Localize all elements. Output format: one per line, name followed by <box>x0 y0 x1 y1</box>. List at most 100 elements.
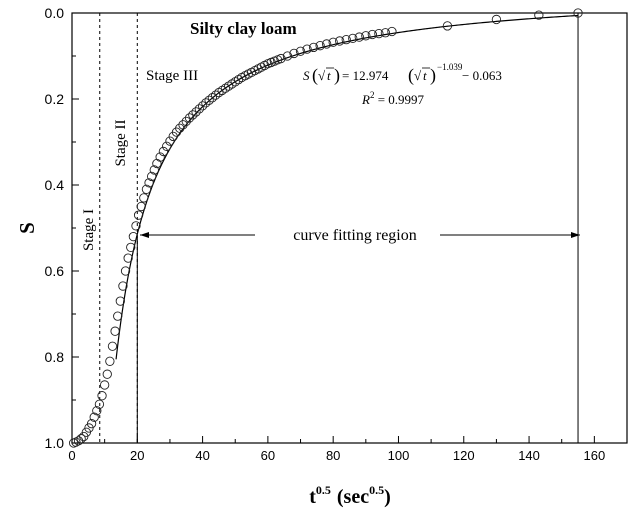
fit-region-annotation: curve fitting region <box>140 227 580 244</box>
data-point <box>115 296 125 306</box>
tick-labels: 0 20 40 60 80 100 120 140 160 0.0 0.2 0.4 0.6 0.8 1.0 <box>45 5 606 463</box>
y-tick-label: 0.0 <box>45 5 65 21</box>
data-point <box>328 37 338 47</box>
x-tick-label: 60 <box>261 448 275 463</box>
x-axis-label-unit-close: ) <box>384 486 391 508</box>
fit-curve-path <box>115 14 579 360</box>
x-tick-label: 80 <box>326 448 340 463</box>
data-point <box>214 87 224 98</box>
data-point <box>573 8 583 18</box>
data-point <box>220 83 231 93</box>
data-point <box>73 436 84 446</box>
data-point <box>197 101 208 111</box>
data-point <box>188 110 198 120</box>
equation-sqrt-1: √ <box>318 68 326 83</box>
x-tick-label: 120 <box>453 448 475 463</box>
data-point <box>534 10 544 20</box>
data-point <box>94 399 105 409</box>
stage-1-label: Stage I <box>81 209 97 251</box>
x-axis-label-unit: (sec <box>337 486 369 508</box>
data-point <box>194 104 204 114</box>
data-point <box>123 253 133 263</box>
equation-paren-1: ( <box>312 65 318 86</box>
axis-ticks <box>71 12 595 444</box>
data-point <box>165 136 175 146</box>
stage-3-label: Stage III <box>146 68 198 84</box>
data-point <box>133 210 144 220</box>
data-point <box>97 391 107 401</box>
data-point <box>201 98 211 108</box>
equation-paren-4: ) <box>430 65 436 86</box>
x-axis-label-var-sup: 0.5 <box>316 483 331 497</box>
data-point <box>107 341 118 351</box>
equation-arg-2: t <box>423 68 427 83</box>
data-point <box>354 32 364 42</box>
data-point <box>86 418 97 429</box>
data-points <box>68 8 583 448</box>
x-axis-label-unit-sup: 0.5 <box>369 483 384 497</box>
y-axis-label-text: S <box>15 222 39 234</box>
data-point <box>224 81 234 91</box>
data-point <box>380 28 391 38</box>
data-point <box>341 35 351 45</box>
data-point <box>71 437 81 447</box>
data-point <box>120 266 131 276</box>
x-axis-label: t0.5​(sec0.5) <box>309 483 391 508</box>
x-axis-label-var: t <box>309 486 316 508</box>
data-point <box>217 85 227 96</box>
data-point <box>144 178 154 188</box>
x-tick-label: 20 <box>130 448 144 463</box>
data-point <box>387 26 397 37</box>
data-point <box>210 90 221 100</box>
data-point <box>374 28 384 39</box>
y-tick-label: 0.8 <box>45 349 65 365</box>
data-point <box>321 39 332 49</box>
x-tick-label: 140 <box>518 448 540 463</box>
data-point <box>76 434 86 444</box>
fit-region-arrowhead-left <box>140 232 149 238</box>
data-point <box>131 221 141 231</box>
x-tick-label: 160 <box>584 448 606 463</box>
fit-region-arrowhead-right <box>571 232 580 238</box>
x-tick-label: 100 <box>388 448 410 463</box>
data-point <box>282 51 293 61</box>
y-tick-label: 0.2 <box>45 91 65 107</box>
data-point <box>191 107 201 117</box>
data-point <box>178 120 188 130</box>
data-point <box>126 242 136 253</box>
data-point <box>335 36 345 46</box>
data-point <box>147 171 157 182</box>
r2-sup: 2 <box>370 90 375 100</box>
data-point <box>181 116 191 127</box>
data-point <box>491 14 502 25</box>
data-point <box>102 369 112 379</box>
fit-equation: S ( √ t ) = 12.974 ( √ t ) −1.039 − 0.06… <box>303 62 502 107</box>
y-axis-label: S <box>15 222 39 234</box>
data-point <box>92 406 102 416</box>
fit-region-label: curve fitting region <box>293 227 417 244</box>
data-point <box>184 113 195 123</box>
data-point <box>139 193 149 203</box>
data-point <box>128 231 139 242</box>
data-point <box>105 356 115 366</box>
data-point <box>276 53 286 64</box>
data-point <box>141 184 152 194</box>
equation-paren-3: ( <box>408 65 414 86</box>
data-point <box>302 44 312 54</box>
data-point <box>136 201 146 212</box>
data-point <box>227 79 237 89</box>
data-point <box>155 152 165 162</box>
equation-exponent: −1.039 <box>437 62 463 72</box>
data-point <box>100 380 110 390</box>
data-point <box>308 42 319 53</box>
data-point <box>158 146 169 157</box>
y-tick-label: 0.6 <box>45 263 65 279</box>
x-tick-label: 0 <box>68 448 75 463</box>
r2-line: R2 = 0.9997 <box>361 90 425 107</box>
data-point <box>289 48 299 59</box>
chart-title: Silty clay loam <box>190 19 297 38</box>
stage-lines <box>99 13 579 443</box>
data-point <box>162 141 172 151</box>
fit-curve <box>115 14 579 360</box>
